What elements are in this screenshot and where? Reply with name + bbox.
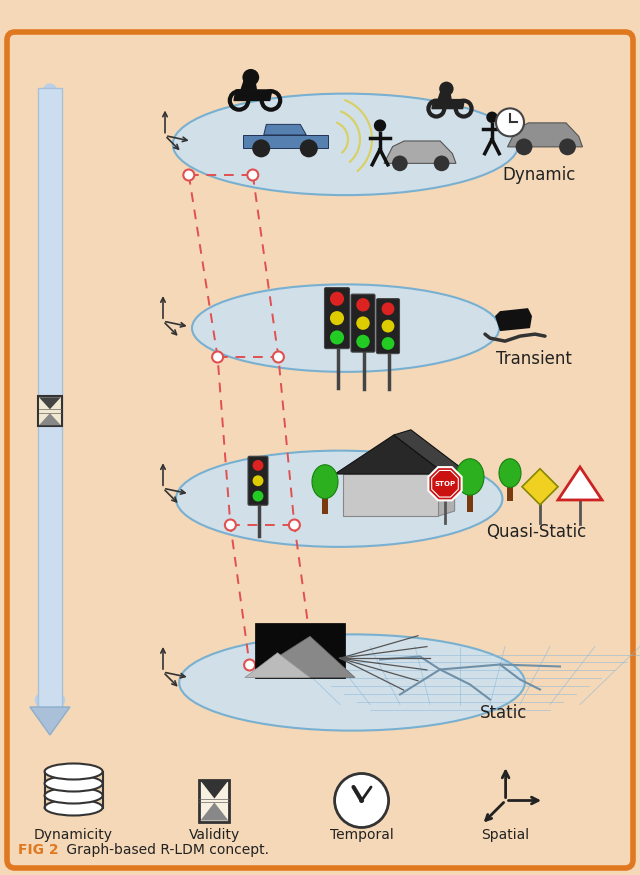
Polygon shape [322, 496, 328, 514]
Circle shape [253, 475, 264, 487]
Polygon shape [428, 467, 461, 500]
Circle shape [486, 111, 498, 123]
Ellipse shape [45, 775, 102, 792]
Circle shape [300, 139, 318, 158]
Text: Static: Static [480, 704, 527, 722]
Polygon shape [245, 636, 355, 677]
Circle shape [243, 69, 259, 86]
Circle shape [308, 660, 319, 670]
FancyBboxPatch shape [200, 780, 229, 822]
Ellipse shape [45, 800, 102, 816]
Circle shape [496, 108, 524, 136]
Polygon shape [432, 100, 465, 108]
FancyArrowPatch shape [42, 90, 58, 717]
Ellipse shape [192, 284, 499, 372]
Text: Dynamicity: Dynamicity [34, 828, 113, 842]
Circle shape [392, 156, 408, 172]
Polygon shape [467, 493, 474, 512]
Circle shape [516, 138, 532, 155]
Circle shape [381, 337, 394, 350]
Circle shape [559, 138, 576, 155]
Circle shape [273, 352, 284, 362]
Polygon shape [200, 780, 228, 799]
Polygon shape [335, 435, 445, 474]
Polygon shape [39, 397, 61, 410]
Circle shape [212, 352, 223, 362]
Ellipse shape [45, 764, 102, 780]
Circle shape [330, 312, 344, 326]
FancyBboxPatch shape [324, 288, 349, 348]
Polygon shape [30, 707, 70, 735]
Polygon shape [394, 430, 462, 474]
Polygon shape [384, 141, 456, 164]
Text: Quasi-Static: Quasi-Static [486, 523, 587, 541]
Ellipse shape [456, 458, 484, 495]
Polygon shape [39, 413, 61, 425]
Polygon shape [240, 77, 257, 90]
Ellipse shape [176, 451, 502, 547]
Circle shape [253, 460, 264, 471]
FancyBboxPatch shape [376, 298, 399, 354]
Circle shape [253, 491, 264, 501]
Circle shape [374, 119, 386, 132]
FancyBboxPatch shape [7, 32, 633, 868]
Circle shape [247, 170, 259, 180]
Ellipse shape [499, 458, 521, 487]
FancyBboxPatch shape [351, 294, 375, 352]
Text: Dynamic: Dynamic [502, 166, 576, 184]
Polygon shape [255, 622, 345, 677]
Circle shape [439, 81, 454, 96]
Polygon shape [245, 653, 310, 677]
Circle shape [183, 170, 195, 180]
Polygon shape [437, 88, 452, 100]
FancyBboxPatch shape [38, 396, 62, 426]
Polygon shape [558, 467, 602, 500]
Text: Spatial: Spatial [481, 828, 530, 842]
Circle shape [434, 156, 449, 172]
Text: Temporal: Temporal [330, 828, 394, 842]
Circle shape [244, 660, 255, 670]
Polygon shape [522, 469, 558, 505]
Polygon shape [38, 88, 62, 710]
Text: Graph-based R-LDM concept.: Graph-based R-LDM concept. [62, 843, 269, 857]
Circle shape [330, 331, 344, 345]
Ellipse shape [45, 788, 102, 803]
Text: STOP: STOP [435, 480, 456, 487]
Polygon shape [508, 485, 513, 500]
Polygon shape [438, 469, 454, 516]
Text: Validity: Validity [189, 828, 240, 842]
Circle shape [359, 798, 364, 803]
Circle shape [335, 774, 388, 828]
Circle shape [252, 139, 270, 158]
Circle shape [330, 291, 344, 306]
Circle shape [356, 335, 370, 348]
Polygon shape [264, 124, 307, 135]
Circle shape [356, 317, 370, 330]
Text: Transient: Transient [496, 350, 572, 367]
Circle shape [381, 303, 394, 315]
Polygon shape [342, 474, 438, 516]
Ellipse shape [179, 634, 525, 731]
Circle shape [381, 319, 394, 332]
Polygon shape [508, 123, 582, 147]
Ellipse shape [312, 465, 338, 499]
Circle shape [225, 520, 236, 530]
Text: FIG 2: FIG 2 [18, 843, 59, 857]
Polygon shape [234, 90, 272, 101]
Polygon shape [200, 802, 228, 821]
Polygon shape [495, 308, 532, 331]
Circle shape [289, 520, 300, 530]
Circle shape [356, 298, 370, 311]
FancyBboxPatch shape [248, 456, 268, 505]
Polygon shape [243, 135, 328, 149]
Ellipse shape [173, 94, 518, 195]
